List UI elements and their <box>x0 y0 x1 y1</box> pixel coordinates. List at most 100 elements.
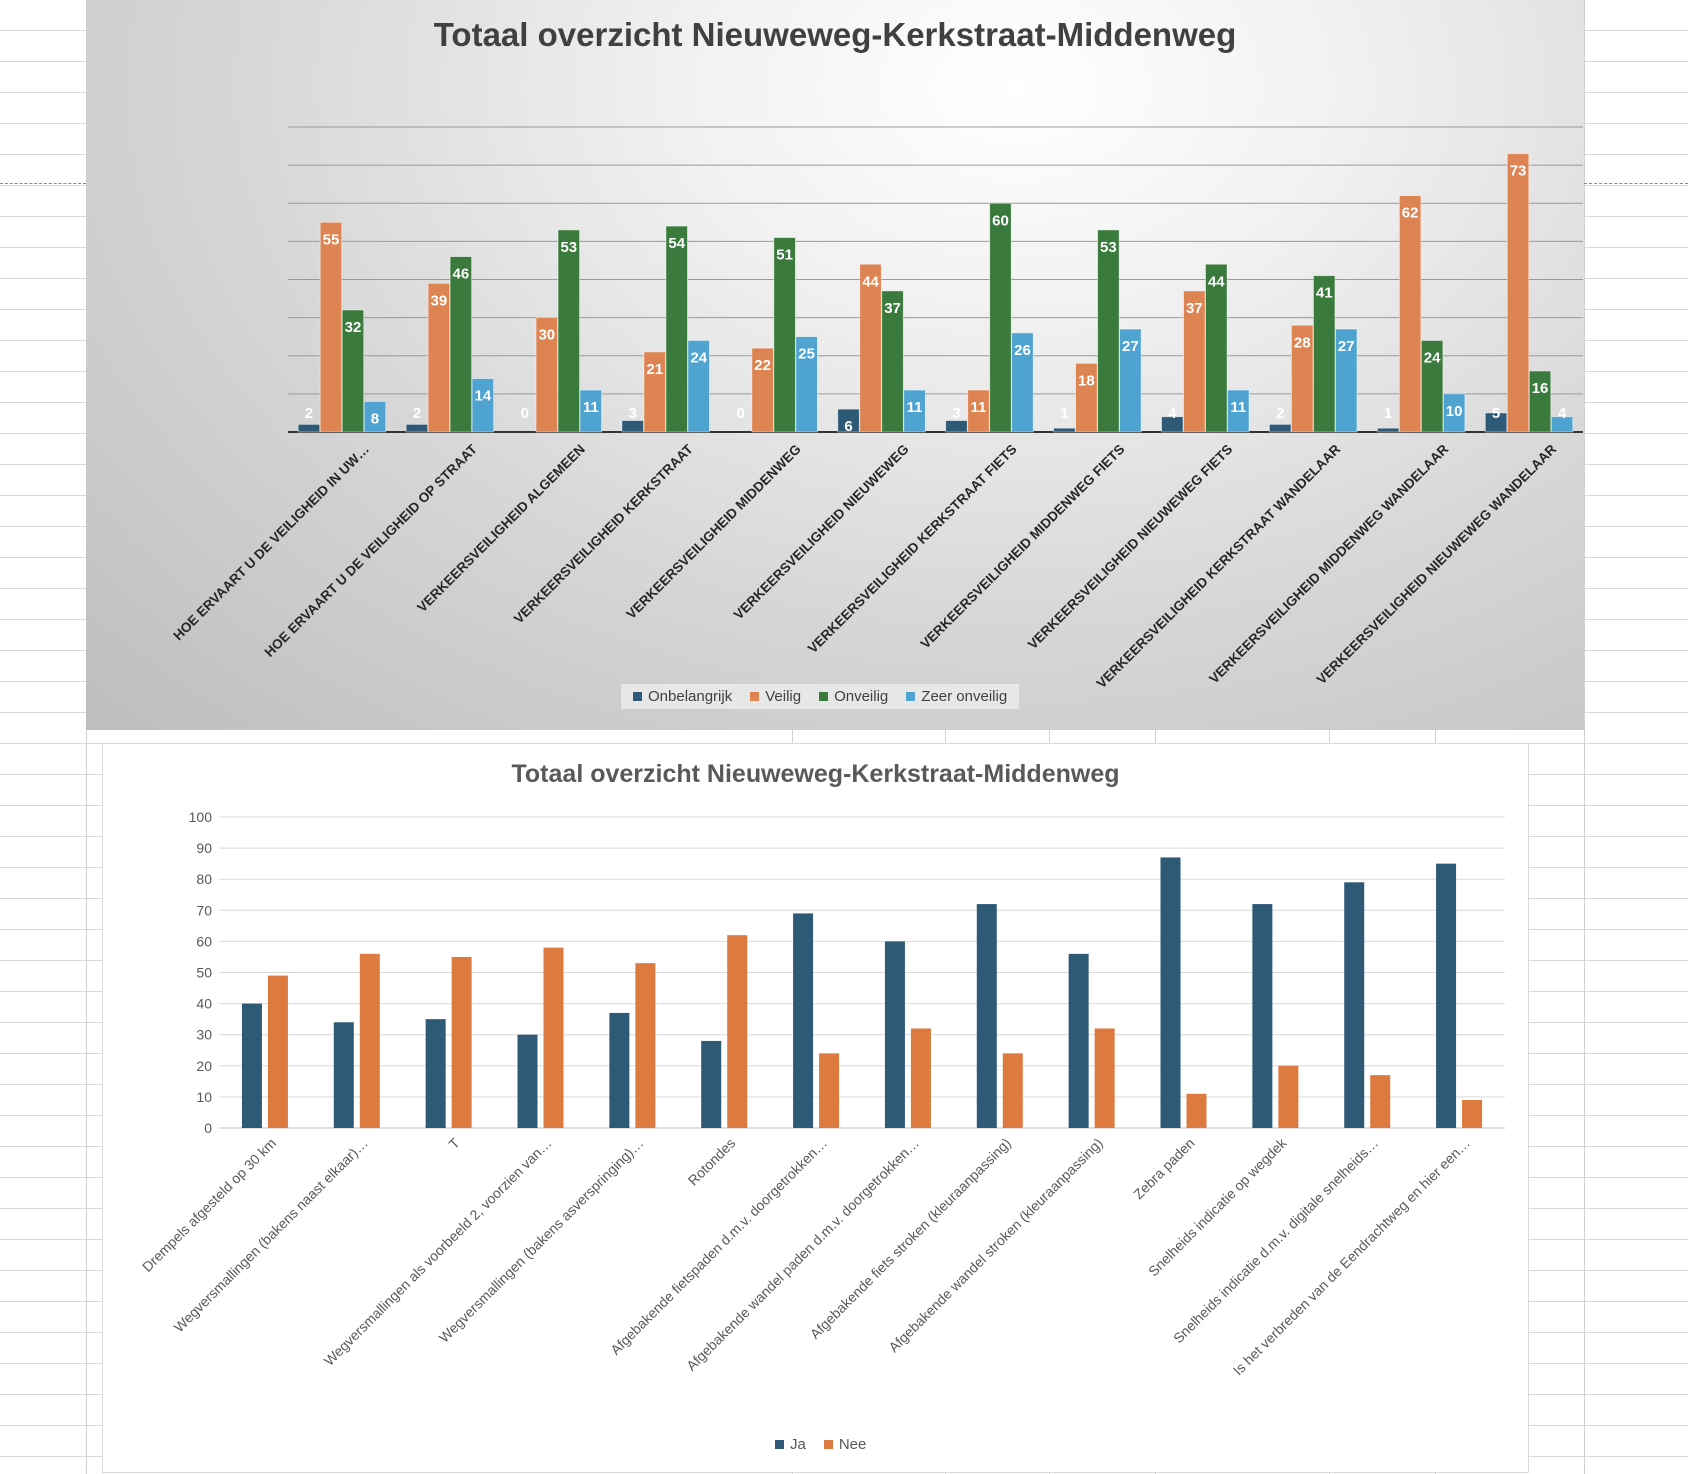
bar-onveilig <box>989 202 1012 433</box>
bar-nee <box>451 956 472 1128</box>
bar-zeer-onveilig <box>579 389 602 433</box>
bar-veilig <box>643 351 666 433</box>
x-tick-label: Afgebakende fietspaden d.m.v. doorgetrok… <box>607 1135 830 1358</box>
bar-onbelangrijk <box>837 408 860 433</box>
bar-onbelangrijk <box>297 423 321 433</box>
bar-onbelangrijk <box>1161 416 1184 433</box>
data-label: 2 <box>305 405 313 422</box>
y-tick-label: 40 <box>196 996 212 1012</box>
data-label: 10 <box>1446 403 1463 420</box>
data-label: 4 <box>1168 405 1177 422</box>
bar-nee <box>635 963 656 1128</box>
x-tick-label: VERKEERSVEILIGHEID ALGEMEEN <box>414 442 588 616</box>
bar-ja <box>333 1022 354 1128</box>
bar-onbelangrijk <box>1376 427 1400 433</box>
x-tick-label: HOE ERVAART U DE VEILIGHEID IN UW… <box>170 442 372 644</box>
x-tick-label: T <box>445 1134 463 1152</box>
bar-onveilig <box>449 256 473 433</box>
legend-label: Veilig <box>765 688 802 705</box>
data-label: 14 <box>475 388 492 405</box>
bar-nee <box>1370 1075 1391 1128</box>
data-label: 3 <box>629 405 637 422</box>
data-label: 16 <box>1532 380 1549 397</box>
legend-label: Ja <box>790 1436 806 1453</box>
legend-label: Onveilig <box>834 688 889 705</box>
bar-zeer-onveilig <box>1550 416 1574 433</box>
data-label: 25 <box>798 346 815 363</box>
legend-swatch <box>633 692 642 701</box>
chart-title: Totaal overzicht Nieuweweg-Kerkstraat-Mi… <box>511 760 1120 788</box>
bar-veilig <box>427 282 451 433</box>
bar-zeer-onveilig <box>1227 389 1250 433</box>
x-tick-label: Zebra paden <box>1130 1135 1197 1202</box>
legend-item-onbelangrijk[interactable]: Onbelangrijk <box>633 688 732 705</box>
x-tick-label: VERKEERSVEILIGHEID NIEUWEWEG WANDELAAR <box>1314 441 1560 687</box>
column-divider <box>1584 0 1585 1474</box>
bar-onveilig <box>1097 229 1120 433</box>
legend-item-veilig[interactable]: Veilig <box>750 688 801 705</box>
chart-legend: Onbelangrijk Veilig Onveilig Zeer onveilig <box>621 684 1020 709</box>
data-label: 11 <box>1230 399 1246 416</box>
data-label: 39 <box>431 292 448 309</box>
data-label: 24 <box>690 350 707 367</box>
column-divider <box>86 0 87 1474</box>
page-break-line <box>1584 183 1688 184</box>
bar-nee <box>727 935 748 1128</box>
bar-veilig <box>1075 362 1098 433</box>
bar-nee <box>819 1053 840 1128</box>
data-label: 30 <box>538 327 555 344</box>
y-tick-label: 20 <box>196 1058 212 1074</box>
bar-veilig <box>1183 290 1206 433</box>
data-label: 18 <box>1078 372 1095 389</box>
data-label: 53 <box>560 239 577 256</box>
chart-veiligheid[interactable]: Totaal overzicht Nieuweweg-Kerkstraat-Mi… <box>86 0 1584 730</box>
bar-veilig <box>1506 153 1530 433</box>
bar-ja <box>1436 863 1457 1128</box>
data-label: 51 <box>776 247 793 264</box>
data-label: 11 <box>971 399 987 416</box>
bar-onveilig <box>665 225 688 433</box>
bar-nee <box>1278 1065 1299 1128</box>
x-tick-label: Wegversmallingen (bakens naast elkaar)… <box>170 1135 370 1335</box>
bar-nee <box>1462 1100 1483 1128</box>
bar-zeer-onveilig <box>1442 393 1466 433</box>
legend-item-ja[interactable]: Ja <box>775 1436 806 1453</box>
x-tick-label: Afgebakende fiets stroken (kleuraanpassi… <box>807 1135 1014 1342</box>
data-label: 27 <box>1338 338 1355 355</box>
y-tick-label: 80 <box>196 871 212 887</box>
data-label: 44 <box>862 273 879 290</box>
bar-veilig <box>1398 195 1422 433</box>
bar-zeer-onveilig <box>1119 328 1142 433</box>
bar-veilig <box>967 389 990 433</box>
bar-onbelangrijk <box>945 420 968 433</box>
bar-nee <box>1186 1093 1207 1128</box>
x-tick-label: VERKEERSVEILIGHEID NIEUWEWEG <box>731 442 912 623</box>
page-break-line <box>0 183 86 184</box>
bar-veilig <box>535 317 558 433</box>
data-label: 3 <box>952 405 960 422</box>
legend-item-zeer-onveilig[interactable]: Zeer onveilig <box>906 688 1007 705</box>
data-label: 55 <box>323 231 340 248</box>
bar-nee <box>359 953 380 1128</box>
y-tick-label: 90 <box>196 840 212 856</box>
data-label: 24 <box>1424 350 1441 367</box>
bar-ja <box>976 904 997 1128</box>
chart-maatregelen[interactable]: Totaal overzicht Nieuweweg-Kerkstraat-Mi… <box>102 743 1529 1473</box>
y-tick-label: 50 <box>196 965 212 981</box>
y-tick-label: 70 <box>196 902 212 918</box>
bar-ja <box>517 1034 538 1128</box>
data-label: 37 <box>1186 300 1203 317</box>
legend-item-nee[interactable]: Nee <box>823 1436 866 1453</box>
legend-label: Zeer onveilig <box>921 688 1008 705</box>
bar-onbelangrijk <box>1269 423 1292 433</box>
x-tick-label: Rotondes <box>685 1135 739 1189</box>
bar-onveilig <box>557 229 580 433</box>
data-label: 26 <box>1014 342 1031 359</box>
x-tick-label: Wegversmallingen (bakens asverspringing)… <box>436 1135 647 1346</box>
y-tick-label: 100 <box>189 809 213 825</box>
legend-item-onveilig[interactable]: Onveilig <box>819 688 888 705</box>
bar-zeer-onveilig <box>363 401 387 433</box>
legend-swatch <box>750 692 760 701</box>
